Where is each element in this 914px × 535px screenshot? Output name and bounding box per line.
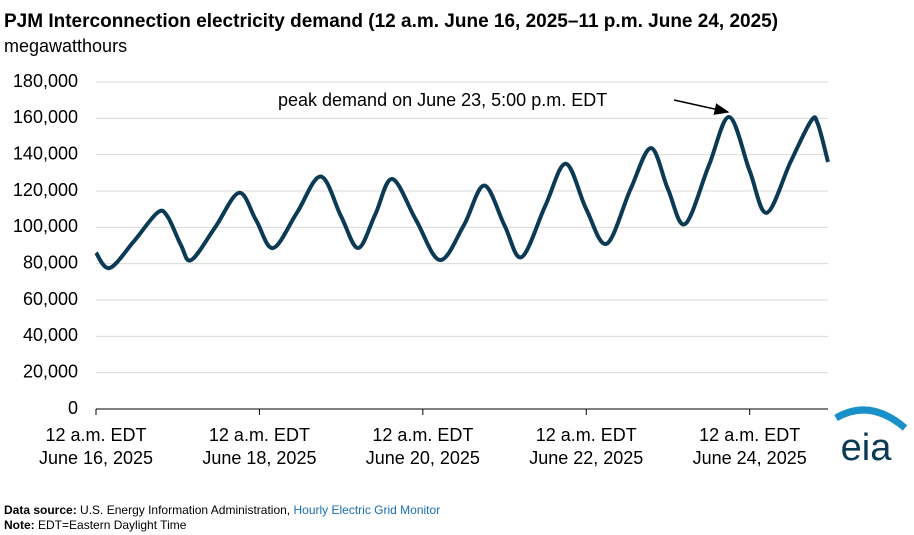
- y-tick-label: 120,000: [13, 180, 78, 200]
- annotation-arrow: [673, 99, 730, 115]
- source-link[interactable]: Hourly Electric Grid Monitor: [293, 503, 440, 517]
- x-tick-label: 12 a.m. EDT: [209, 425, 310, 445]
- x-tick-label: 12 a.m. EDT: [372, 425, 473, 445]
- x-tick-label: June 20, 2025: [366, 448, 480, 468]
- y-tick-label: 180,000: [13, 71, 78, 91]
- y-tick-label: 140,000: [13, 143, 78, 163]
- y-tick-label: 80,000: [23, 252, 78, 272]
- x-tick-label: June 24, 2025: [693, 448, 807, 468]
- y-tick-label: 160,000: [13, 107, 78, 127]
- x-tick-label: June 18, 2025: [202, 448, 316, 468]
- y-tick-label: 60,000: [23, 289, 78, 309]
- y-tick-label: 100,000: [13, 216, 78, 236]
- chart-title: PJM Interconnection electricity demand (…: [4, 11, 778, 32]
- x-tick-label: 12 a.m. EDT: [699, 425, 800, 445]
- logo-arc: [834, 406, 908, 431]
- chart-subtitle: megawatthours: [4, 36, 127, 56]
- line: [94, 115, 830, 271]
- y-tick-label: 20,000: [23, 361, 78, 381]
- y-tick-label: 40,000: [23, 325, 78, 345]
- annotation: peak demand on June 23, 5:00 p.m. EDT: [278, 90, 607, 110]
- logo: eia: [841, 427, 893, 469]
- note: Note: EDT=Eastern Daylight Time: [4, 518, 187, 532]
- source: Data source: U.S. Energy Information Adm…: [4, 503, 440, 517]
- y-tick-label: 0: [68, 398, 78, 418]
- x-tick-label: June 22, 2025: [529, 448, 643, 468]
- x-tick-label: 12 a.m. EDT: [45, 425, 146, 445]
- x-tick-label: 12 a.m. EDT: [536, 425, 637, 445]
- x-tick-label: June 16, 2025: [39, 448, 153, 468]
